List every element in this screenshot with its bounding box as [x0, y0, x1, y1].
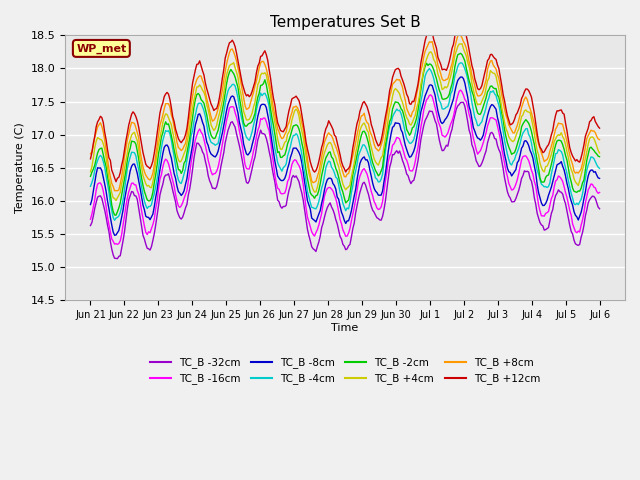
TC_B +8cm — [111, 188, 118, 194]
TC_B -8cm — [596, 176, 604, 181]
Line: TC_B +8cm: TC_B +8cm — [90, 35, 600, 191]
TC_B +12cm — [457, 24, 465, 29]
TC_B -16cm — [266, 128, 273, 133]
TC_B -8cm — [266, 120, 273, 125]
Legend: TC_B -32cm, TC_B -16cm, TC_B -8cm, TC_B -4cm, TC_B -2cm, TC_B +4cm, TC_B +8cm, T: TC_B -32cm, TC_B -16cm, TC_B -8cm, TC_B … — [146, 353, 545, 389]
TC_B -8cm — [310, 217, 318, 223]
TC_B -32cm — [596, 206, 604, 212]
TC_B +8cm — [570, 168, 578, 174]
TC_B +4cm — [310, 189, 318, 195]
TC_B +4cm — [257, 72, 264, 78]
TC_B +4cm — [596, 150, 604, 156]
TC_B -16cm — [310, 233, 318, 239]
TC_B -4cm — [240, 125, 248, 131]
TC_B -8cm — [458, 74, 466, 80]
Line: TC_B -32cm: TC_B -32cm — [90, 102, 600, 259]
TC_B -8cm — [111, 232, 118, 238]
TC_B -4cm — [86, 183, 94, 189]
TC_B +4cm — [240, 108, 248, 114]
TC_B +8cm — [86, 151, 94, 156]
TC_B +12cm — [150, 150, 158, 156]
TC_B -2cm — [310, 195, 318, 201]
TC_B -4cm — [150, 191, 158, 196]
TC_B -32cm — [458, 99, 466, 105]
TC_B +12cm — [257, 53, 264, 59]
Y-axis label: Temperature (C): Temperature (C) — [15, 122, 25, 213]
TC_B +12cm — [310, 169, 318, 175]
TC_B +4cm — [86, 169, 94, 175]
TC_B +12cm — [570, 156, 578, 161]
TC_B +8cm — [310, 179, 318, 185]
TC_B -2cm — [266, 96, 273, 102]
TC_B -32cm — [257, 127, 264, 133]
TC_B +12cm — [266, 67, 273, 72]
TC_B +8cm — [596, 137, 604, 143]
TC_B -4cm — [310, 205, 318, 211]
TC_B -32cm — [240, 166, 248, 171]
TC_B -8cm — [86, 202, 94, 207]
TC_B -2cm — [457, 50, 465, 56]
TC_B -16cm — [113, 241, 121, 247]
TC_B -4cm — [596, 166, 604, 171]
TC_B +4cm — [458, 41, 466, 47]
TC_B +8cm — [266, 79, 273, 84]
TC_B -2cm — [570, 188, 578, 194]
Line: TC_B +4cm: TC_B +4cm — [90, 44, 600, 201]
TC_B -2cm — [86, 173, 94, 179]
Line: TC_B -2cm: TC_B -2cm — [90, 53, 600, 215]
TC_B -4cm — [457, 60, 465, 66]
TC_B -2cm — [596, 154, 604, 159]
TC_B +4cm — [112, 198, 120, 204]
TC_B +12cm — [86, 156, 94, 162]
TC_B -32cm — [113, 256, 121, 262]
TC_B -2cm — [112, 212, 120, 218]
Line: TC_B -8cm: TC_B -8cm — [90, 77, 600, 235]
TC_B -8cm — [150, 204, 158, 209]
TC_B +12cm — [112, 179, 120, 184]
TC_B -16cm — [257, 116, 264, 121]
TC_B +12cm — [240, 85, 248, 91]
TC_B -32cm — [570, 237, 578, 243]
Text: WP_met: WP_met — [76, 43, 127, 54]
TC_B -2cm — [257, 83, 264, 88]
TC_B +4cm — [570, 176, 578, 181]
TC_B -16cm — [596, 190, 604, 195]
X-axis label: Time: Time — [332, 323, 358, 333]
TC_B -8cm — [257, 103, 264, 108]
TC_B -16cm — [86, 216, 94, 222]
TC_B -16cm — [150, 216, 158, 222]
TC_B -4cm — [266, 104, 273, 109]
TC_B +8cm — [150, 162, 158, 168]
TC_B -2cm — [150, 180, 158, 185]
Line: TC_B -4cm: TC_B -4cm — [90, 63, 600, 220]
TC_B -4cm — [257, 90, 264, 96]
TC_B -8cm — [570, 209, 578, 215]
TC_B +8cm — [240, 96, 248, 101]
TC_B +12cm — [596, 125, 604, 131]
TC_B -16cm — [240, 153, 248, 158]
Line: TC_B +12cm: TC_B +12cm — [90, 26, 600, 181]
TC_B -32cm — [310, 247, 318, 252]
TC_B -32cm — [266, 148, 273, 154]
Title: Temperatures Set B: Temperatures Set B — [269, 15, 420, 30]
TC_B -16cm — [570, 225, 578, 231]
TC_B -8cm — [240, 141, 248, 147]
TC_B -32cm — [86, 223, 94, 228]
TC_B +8cm — [455, 32, 463, 37]
Line: TC_B -16cm: TC_B -16cm — [90, 90, 600, 244]
TC_B +8cm — [257, 60, 264, 66]
TC_B -4cm — [111, 217, 118, 223]
TC_B +4cm — [150, 170, 158, 176]
TC_B -32cm — [150, 231, 158, 237]
TC_B -2cm — [240, 120, 248, 126]
TC_B -16cm — [457, 87, 465, 93]
TC_B +4cm — [266, 84, 273, 90]
TC_B -4cm — [570, 201, 578, 207]
